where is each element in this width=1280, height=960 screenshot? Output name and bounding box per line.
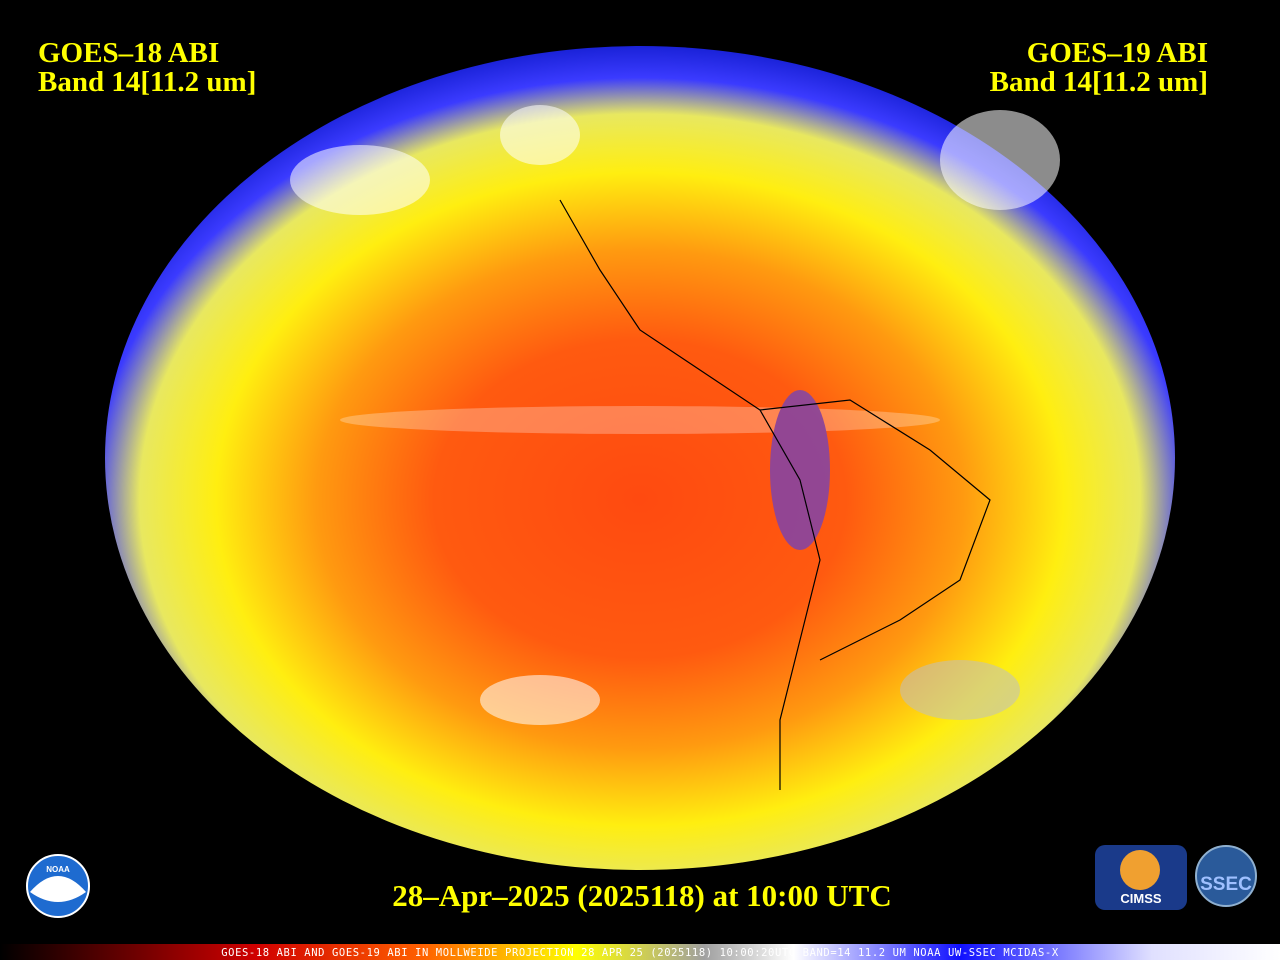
right-title: GOES–19 ABI — [1027, 37, 1208, 69]
noaa-text: NOAA — [46, 865, 70, 874]
cimss-text: CIMSS — [1120, 891, 1162, 906]
left-band: Band 14[11.2 um] — [38, 66, 256, 98]
cimss-logo: CIMSS — [1095, 845, 1187, 910]
left-title: GOES–18 ABI — [38, 37, 219, 69]
clouds — [290, 105, 1060, 725]
coastline — [559, 199, 991, 790]
footer: GOES-18 ABI AND GOES-19 ABI IN MOLLWEIDE… — [221, 947, 1059, 959]
earth-disk — [105, 46, 1175, 870]
ssec-text: SSEC — [1200, 874, 1252, 895]
color-bar — [0, 944, 1280, 960]
ssec-logo: SSEC — [1195, 845, 1257, 907]
caption: 28–Apr–2025 (2025118) at 10:00 UTC — [392, 878, 891, 913]
noaa-logo: NOAA — [26, 854, 90, 918]
right-band: Band 14[11.2 um] — [990, 66, 1208, 98]
